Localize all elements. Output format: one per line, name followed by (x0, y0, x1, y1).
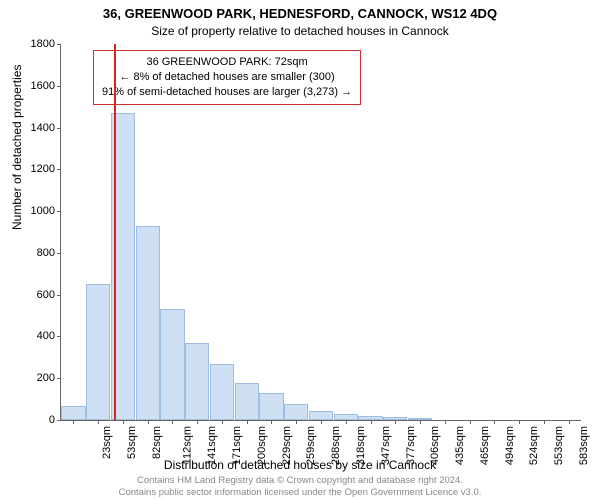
plot-area: 36 GREENWOOD PARK: 72sqm ← 8% of detache… (60, 44, 581, 421)
property-marker-line (114, 44, 116, 420)
x-tick-label: 229sqm (281, 426, 293, 465)
footer-attribution: Contains HM Land Registry data © Crown c… (0, 475, 600, 498)
x-tick-label: 347sqm (380, 426, 392, 465)
x-tick-label: 377sqm (405, 426, 417, 465)
x-tick-label: 53sqm (126, 426, 138, 459)
x-tick-label: 141sqm (207, 426, 219, 465)
annotation-line2: ← 8% of detached houses are smaller (300… (102, 70, 352, 85)
y-tick-label: 1000 (31, 205, 55, 217)
y-tick-label: 200 (37, 372, 55, 384)
x-tick-label: 259sqm (306, 426, 318, 465)
y-axis-label: Number of detached properties (10, 65, 24, 230)
footer-line2: Contains public sector information licen… (0, 487, 600, 498)
annotation-box: 36 GREENWOOD PARK: 72sqm ← 8% of detache… (93, 50, 361, 105)
histogram-bar (160, 309, 184, 420)
y-tick-label: 600 (37, 289, 55, 301)
y-tick-label: 1200 (31, 163, 55, 175)
histogram-bar (259, 393, 283, 420)
x-tick-label: 406sqm (429, 426, 441, 465)
x-tick-label: 318sqm (355, 426, 367, 465)
y-tick-label: 0 (49, 414, 55, 426)
histogram-bar (210, 364, 234, 420)
histogram-bar (284, 404, 308, 420)
x-tick-label: 583sqm (578, 426, 590, 465)
y-tick-label: 800 (37, 247, 55, 259)
x-tick-label: 465sqm (479, 426, 491, 465)
histogram-bar (185, 343, 209, 420)
y-tick-label: 1600 (31, 80, 55, 92)
property-size-chart: 36, GREENWOOD PARK, HEDNESFORD, CANNOCK,… (0, 0, 600, 500)
x-tick-label: 524sqm (528, 426, 540, 465)
x-tick-label: 553sqm (553, 426, 565, 465)
x-tick-label: 200sqm (256, 426, 268, 465)
annotation-line1: 36 GREENWOOD PARK: 72sqm (102, 55, 352, 70)
x-tick-label: 494sqm (504, 426, 516, 465)
histogram-bar (309, 411, 333, 420)
chart-title: 36, GREENWOOD PARK, HEDNESFORD, CANNOCK,… (0, 6, 600, 21)
x-tick-label: 23sqm (101, 426, 113, 459)
histogram-bar (86, 284, 110, 420)
footer-line1: Contains HM Land Registry data © Crown c… (0, 475, 600, 486)
x-tick-label: 112sqm (181, 426, 193, 464)
y-tick-label: 400 (37, 330, 55, 342)
annotation-line3: 91% of semi-detached houses are larger (… (102, 85, 352, 100)
chart-subtitle: Size of property relative to detached ho… (0, 24, 600, 38)
histogram-bar (136, 226, 160, 420)
histogram-bar (235, 383, 259, 420)
y-tick-label: 1400 (31, 122, 55, 134)
x-tick-label: 288sqm (330, 426, 342, 465)
histogram-bar (61, 406, 85, 420)
x-tick-label: 435sqm (454, 426, 466, 465)
x-tick-label: 82sqm (151, 426, 163, 459)
x-tick-label: 171sqm (231, 426, 243, 465)
y-tick-label: 1800 (31, 38, 55, 50)
